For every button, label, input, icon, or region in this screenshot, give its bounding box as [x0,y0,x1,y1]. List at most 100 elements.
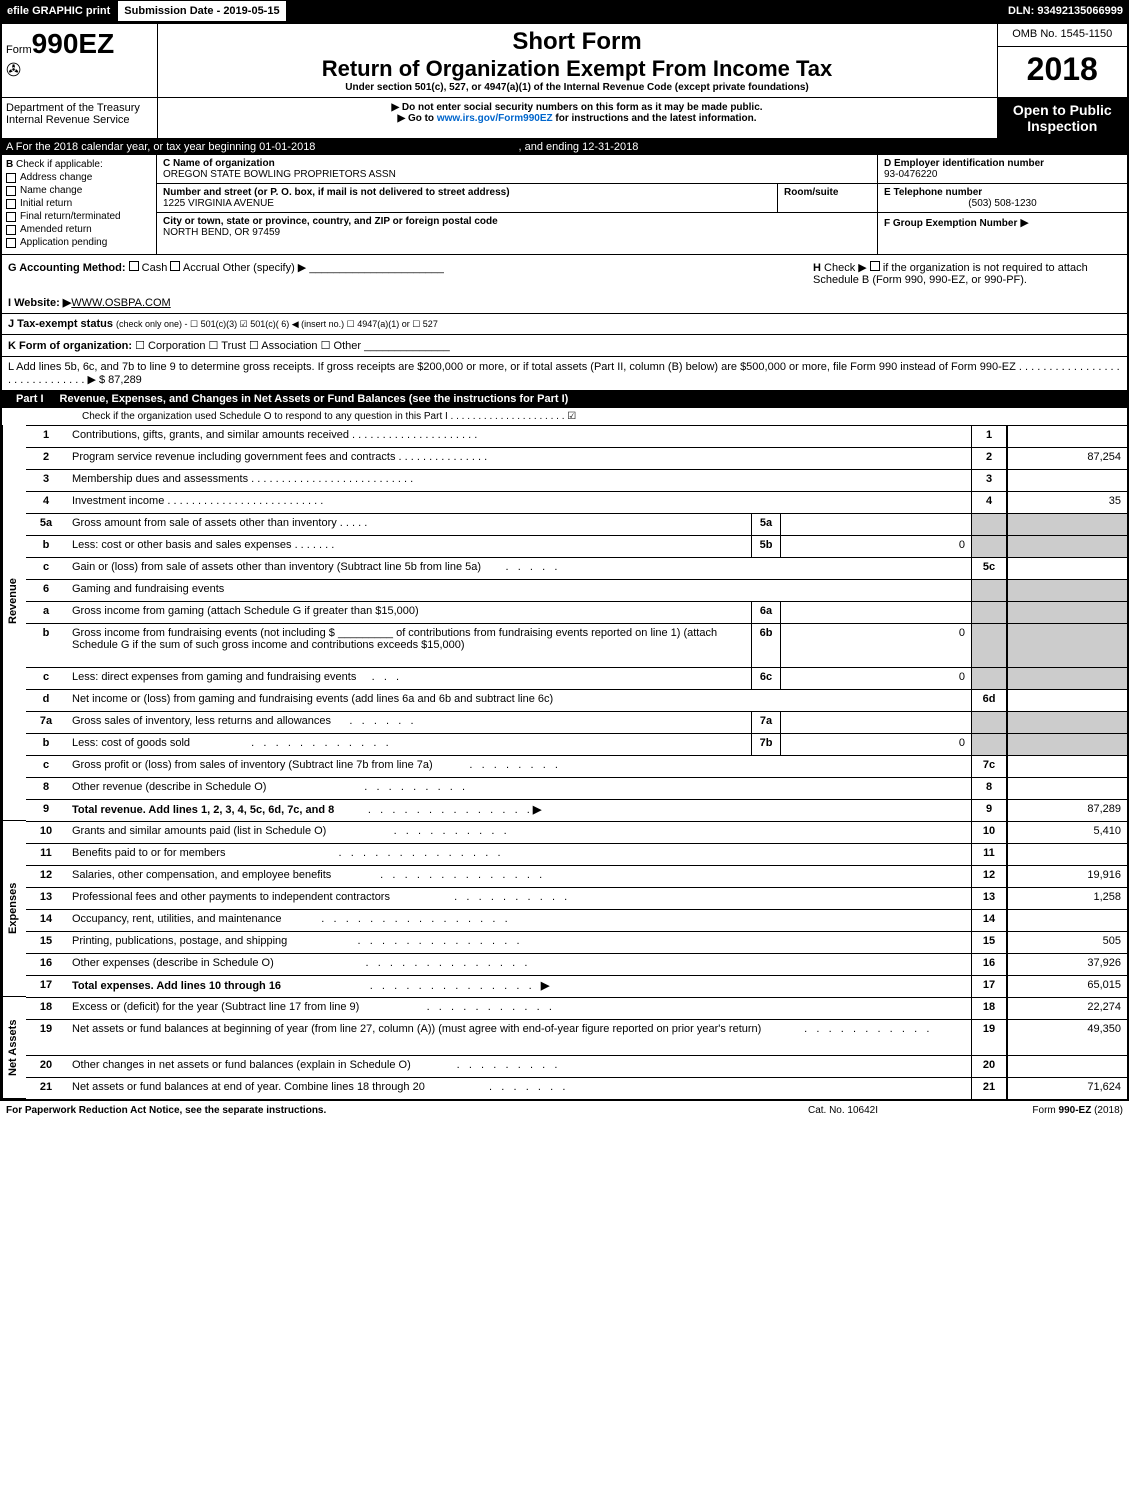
line-1: 1 Contributions, gifts, grants, and simi… [26,425,1127,447]
street-label: Number and street (or P. O. box, if mail… [163,187,771,198]
top-bar-spacer [287,0,1002,22]
form-number-block: Form990EZ [6,28,153,60]
section-def-column: D Employer identification number 93-0476… [877,155,1127,254]
return-title: Return of Organization Exempt From Incom… [162,56,993,82]
checkbox-final-return[interactable]: Final return/terminated [6,211,152,222]
checkbox-address-change[interactable]: Address change [6,172,152,183]
checkbox-icon [6,173,16,183]
dln-number: DLN: 93492135066999 [1002,0,1129,22]
tax-year: 2018 [1002,51,1124,88]
checkbox-icon [6,238,16,248]
group-exemption-label: F Group Exemption Number [884,218,1017,229]
footer: For Paperwork Reduction Act Notice, see … [0,1101,1129,1120]
section-a-bar: A For the 2018 calendar year, or tax yea… [2,139,1127,155]
line-19: 19 Net assets or fund balances at beginn… [26,1019,1127,1055]
line-18: 18 Excess or (deficit) for the year (Sub… [26,997,1127,1019]
checkbox-application-pending[interactable]: Application pending [6,237,152,248]
section-g: G Accounting Method: Cash Accrual Other … [2,255,807,292]
line-14: 14 Occupancy, rent, utilities, and maint… [26,909,1127,931]
section-c-column: C Name of organization OREGON STATE BOWL… [157,155,877,254]
section-b-label: B Check if applicable: [6,159,152,170]
revenue-label: Revenue [2,425,26,777]
under-section-text: Under section 501(c), 527, or 4947(a)(1)… [162,82,993,93]
line-5a: 5a Gross amount from sale of assets othe… [26,513,1127,535]
line-10: 10 Grants and similar amounts paid (list… [26,821,1127,843]
line-7a: 7a Gross sales of inventory, less return… [26,711,1127,733]
line-11: 11 Benefits paid to or for members . . .… [26,843,1127,865]
part-1-title: Revenue, Expenses, and Changes in Net As… [60,393,569,405]
line-6: 6 Gaming and fundraising events [26,579,1127,601]
section-k: K Form of organization: ☐ Corporation ☐ … [2,334,1127,356]
street-value: 1225 VIRGINIA AVENUE [163,198,771,209]
line-5c: c Gain or (loss) from sale of assets oth… [26,557,1127,579]
cat-number: Cat. No. 10642I [743,1105,943,1116]
do-not-enter-ssn: ▶ Do not enter social security numbers o… [162,102,993,113]
line-7c: c Gross profit or (loss) from sales of i… [26,755,1127,777]
website-link[interactable]: WWW.OSBPA.COM [71,297,170,309]
line-6c: c Less: direct expenses from gaming and … [26,667,1127,689]
section-a-ending: , and ending 12-31-2018 [519,141,639,153]
open-to-public: Open to Public Inspection [998,98,1128,138]
paperwork-notice: For Paperwork Reduction Act Notice, see … [6,1105,743,1116]
phone-value: (503) 508-1230 [884,198,1121,209]
section-b-column: B Check if applicable: Address change Na… [2,155,157,254]
checkbox-name-change[interactable]: Name change [6,185,152,196]
section-i: I Website: ▶WWW.OSBPA.COM [2,292,1127,313]
line-5b: b Less: cost or other basis and sales ex… [26,535,1127,557]
city-value: NORTH BEND, OR 97459 [163,227,871,238]
form-number: 990EZ [32,28,115,59]
efile-print-button[interactable]: efile GRAPHIC print [0,0,117,22]
expenses-label: Expenses [2,821,26,997]
checkbox-initial-return[interactable]: Initial return [6,198,152,209]
g-h-row: G Accounting Method: Cash Accrual Other … [2,254,1127,292]
section-a-text: A For the 2018 calendar year, or tax yea… [6,141,315,153]
irs-link[interactable]: www.irs.gov/Form990EZ [437,113,553,124]
line-8: 8 Other revenue (describe in Schedule O)… [26,777,1127,799]
part-1-label: Part I [8,393,52,405]
irs-label: Internal Revenue Service [6,114,153,126]
short-form-title: Short Form [162,28,993,56]
omb-number: OMB No. 1545-1150 [1002,28,1124,40]
part-1-check: Check if the organization used Schedule … [2,408,1127,425]
line-15: 15 Printing, publications, postage, and … [26,931,1127,953]
line-6d: d Net income or (loss) from gaming and f… [26,689,1127,711]
form-container: Form990EZ ✇ Short Form Return of Organiz… [0,22,1129,1101]
header-table: Form990EZ ✇ Short Form Return of Organiz… [2,24,1127,139]
line-21: 21 Net assets or fund balances at end of… [26,1077,1127,1099]
phone-label: E Telephone number [884,187,1121,198]
checkbox-icon [129,261,139,271]
line-2: 2 Program service revenue including gove… [26,447,1127,469]
org-name-value: OREGON STATE BOWLING PROPRIETORS ASSN [163,169,871,180]
room-suite-label: Room/suite [784,187,871,198]
info-section: B Check if applicable: Address change Na… [2,155,1127,254]
line-12: 12 Salaries, other compensation, and emp… [26,865,1127,887]
line-13: 13 Professional fees and other payments … [26,887,1127,909]
checkbox-amended-return[interactable]: Amended return [6,224,152,235]
part-1-body: Revenue 1 Contributions, gifts, grants, … [2,425,1127,1099]
checkbox-icon [6,225,16,235]
checkbox-icon [170,261,180,271]
checkbox-icon [6,186,16,196]
checkbox-icon [6,212,16,222]
net-assets-label: Net Assets [2,997,26,1099]
city-label: City or town, state or province, country… [163,216,871,227]
submission-date: Submission Date - 2019-05-15 [117,0,286,22]
ein-label: D Employer identification number [884,158,1121,169]
department-label: Department of the Treasury [6,102,153,114]
part-1-header: Part I Revenue, Expenses, and Changes in… [2,390,1127,408]
org-name-label: C Name of organization [163,158,871,169]
line-7b: b Less: cost of goods sold . . . . . . .… [26,733,1127,755]
top-bar: efile GRAPHIC print Submission Date - 20… [0,0,1129,22]
checkbox-icon [870,261,880,271]
line-6a: a Gross income from gaming (attach Sched… [26,601,1127,623]
line-6b: b Gross income from fundraising events (… [26,623,1127,667]
ein-value: 93-0476220 [884,169,1121,180]
line-3: 3 Membership dues and assessments . . . … [26,469,1127,491]
checkbox-icon [6,199,16,209]
goto-instructions: ▶ Go to www.irs.gov/Form990EZ for instru… [162,113,993,124]
section-h: H Check ▶ if the organization is not req… [807,255,1127,292]
group-exemption-arrow: ▶ [1020,217,1028,229]
form-prefix: Form [6,44,32,56]
line-16: 16 Other expenses (describe in Schedule … [26,953,1127,975]
line-9: 9 Total revenue. Add lines 1, 2, 3, 4, 5… [26,799,1127,821]
